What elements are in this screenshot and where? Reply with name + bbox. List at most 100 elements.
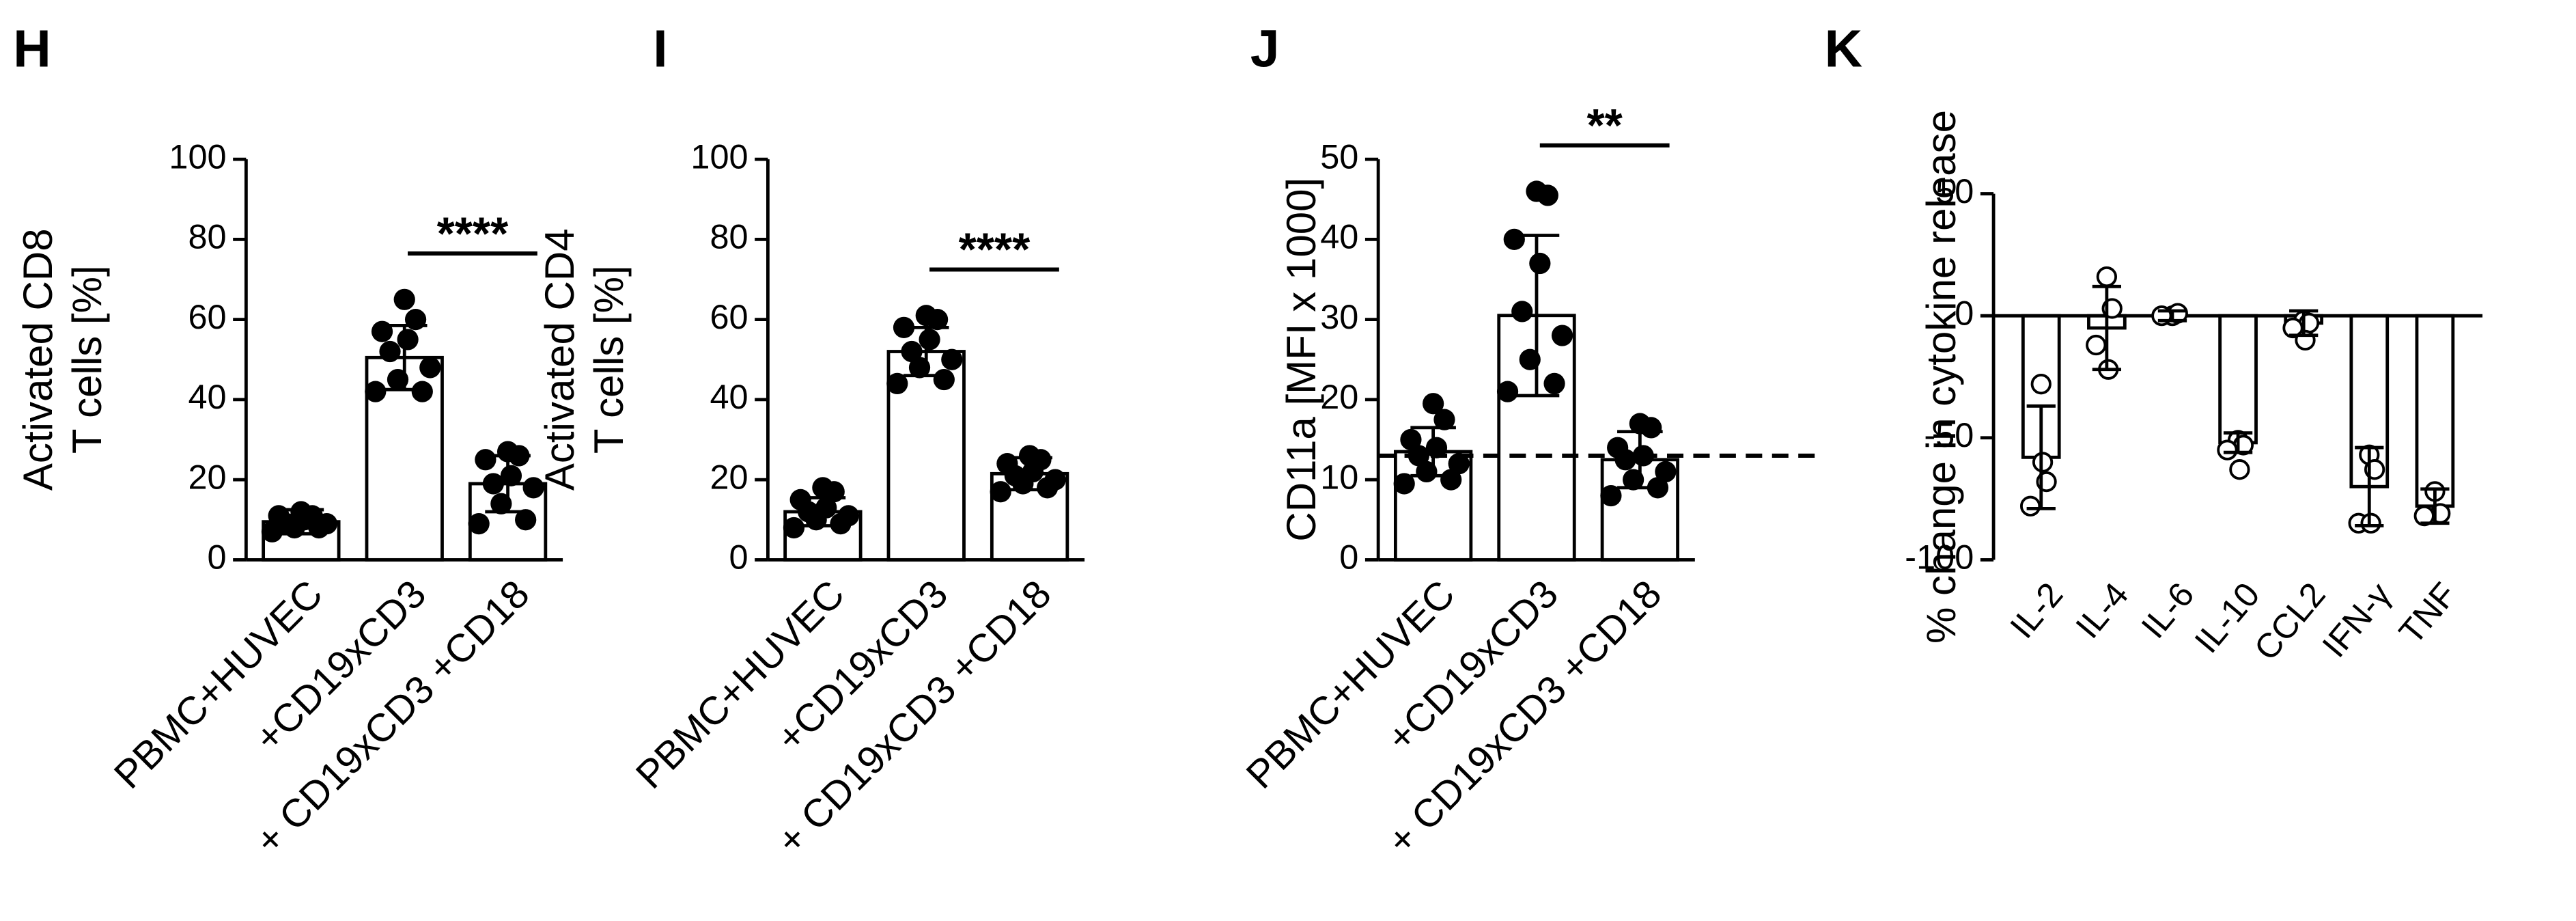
bar: [2218, 314, 2258, 445]
data-point: [901, 340, 923, 363]
y-tick-label: 80: [710, 217, 748, 256]
y-tick-label: 20: [1320, 377, 1358, 416]
error-bar: [2355, 445, 2384, 527]
x-tick-label: TNF: [2391, 575, 2464, 652]
data-point: [1393, 473, 1415, 495]
y-tick-label: 0: [729, 538, 748, 577]
data-point: [886, 372, 908, 395]
data-point: [1511, 301, 1533, 322]
data-point: [411, 381, 433, 402]
error-bar: [1617, 430, 1663, 490]
data-point: [2413, 505, 2435, 527]
data-point: [393, 288, 415, 310]
panel-label: I: [653, 19, 667, 78]
y-tick-label: 60: [188, 297, 226, 336]
error-bar: [903, 325, 949, 378]
data-point: [468, 512, 490, 535]
data-point: [2282, 317, 2304, 339]
data-point: [1503, 228, 1525, 250]
y-tick-label: 0: [1339, 538, 1358, 577]
data-point: [261, 521, 283, 542]
y-tick-label: 100: [690, 137, 748, 176]
y-tick-label: -50: [1924, 415, 1974, 454]
y-tick-label: 30: [1320, 297, 1358, 336]
y-axis-label: CD11a [MFI x 1000]: [1278, 178, 1324, 542]
error-bar: [2223, 431, 2253, 454]
y-axis-label: Activated CD4: [537, 228, 583, 491]
data-point: [2229, 459, 2250, 480]
data-point: [1551, 325, 1573, 346]
y-tick-label: 40: [188, 377, 226, 416]
y-tick-label: 60: [710, 297, 748, 336]
data-point: [365, 381, 387, 402]
data-point: [1655, 460, 1677, 483]
data-point: [990, 481, 1011, 503]
data-point: [515, 509, 537, 531]
data-point: [397, 329, 419, 350]
bar: [2415, 314, 2455, 508]
data-point: [1600, 484, 1622, 507]
data-point: [2030, 374, 2052, 395]
data-point: [2217, 439, 2238, 460]
error-bar: [2026, 404, 2056, 510]
data-point: [1537, 184, 1558, 206]
data-point: [1400, 428, 1422, 451]
y-tick-label: 50: [1935, 171, 1974, 210]
x-tick-label: CCL2: [2246, 575, 2333, 668]
error-bar: [2092, 284, 2122, 372]
error-bar: [2157, 309, 2187, 322]
y-axis-label: Activated CD8: [15, 228, 61, 491]
data-point: [1543, 372, 1565, 395]
data-point: [941, 348, 963, 370]
error-bar: [278, 508, 324, 536]
data-point: [2086, 334, 2107, 356]
data-point: [1425, 437, 1448, 458]
y-tick-label: 100: [169, 137, 226, 176]
error-bar: [2420, 487, 2450, 525]
data-point: [919, 329, 940, 350]
significance-label: ****: [959, 224, 1031, 275]
data-point: [482, 473, 504, 495]
error-bar: [1007, 456, 1052, 492]
significance-label: ****: [437, 208, 509, 260]
data-point: [926, 309, 949, 331]
x-tick-label: IFN-γ: [2314, 575, 2398, 665]
data-point: [1448, 453, 1470, 475]
data-point: [1496, 381, 1519, 402]
y-tick-label: 80: [188, 217, 226, 256]
data-point: [1408, 445, 1430, 467]
data-point: [933, 368, 955, 391]
y-axis-label: T cells [%]: [64, 265, 110, 454]
y-tick-label: 50: [1320, 137, 1358, 176]
data-point: [1433, 409, 1455, 430]
error-bar: [1410, 426, 1456, 478]
y-tick-label: 20: [188, 457, 226, 496]
significance-label: **: [1587, 100, 1623, 151]
data-point: [1529, 252, 1551, 275]
x-tick-label: IL-4: [2068, 575, 2136, 646]
data-point: [1423, 393, 1444, 415]
data-point: [2096, 266, 2118, 288]
error-bar: [485, 454, 531, 514]
panel-label: J: [1250, 19, 1280, 78]
x-tick-label: IL-2: [2002, 575, 2071, 646]
data-point: [1640, 417, 1662, 439]
y-tick-label: 40: [1320, 217, 1358, 256]
data-point: [830, 512, 852, 535]
y-axis-label: % change in cytokine release: [1918, 110, 1964, 644]
y-tick-label: 10: [1320, 457, 1358, 496]
data-point: [1614, 449, 1636, 471]
panel-label: H: [13, 19, 51, 78]
y-tick-label: 0: [1955, 294, 1974, 333]
data-point: [500, 465, 522, 486]
error-bar: [2289, 309, 2319, 338]
data-point: [783, 517, 805, 539]
panel-label: K: [1825, 19, 1863, 78]
y-axis-label: T cells [%]: [586, 265, 632, 454]
error-bar: [1513, 234, 1560, 398]
data-point: [522, 477, 544, 499]
y-tick-label: 20: [710, 457, 748, 496]
data-point: [379, 340, 401, 363]
y-tick-label: -100: [1905, 538, 1974, 577]
